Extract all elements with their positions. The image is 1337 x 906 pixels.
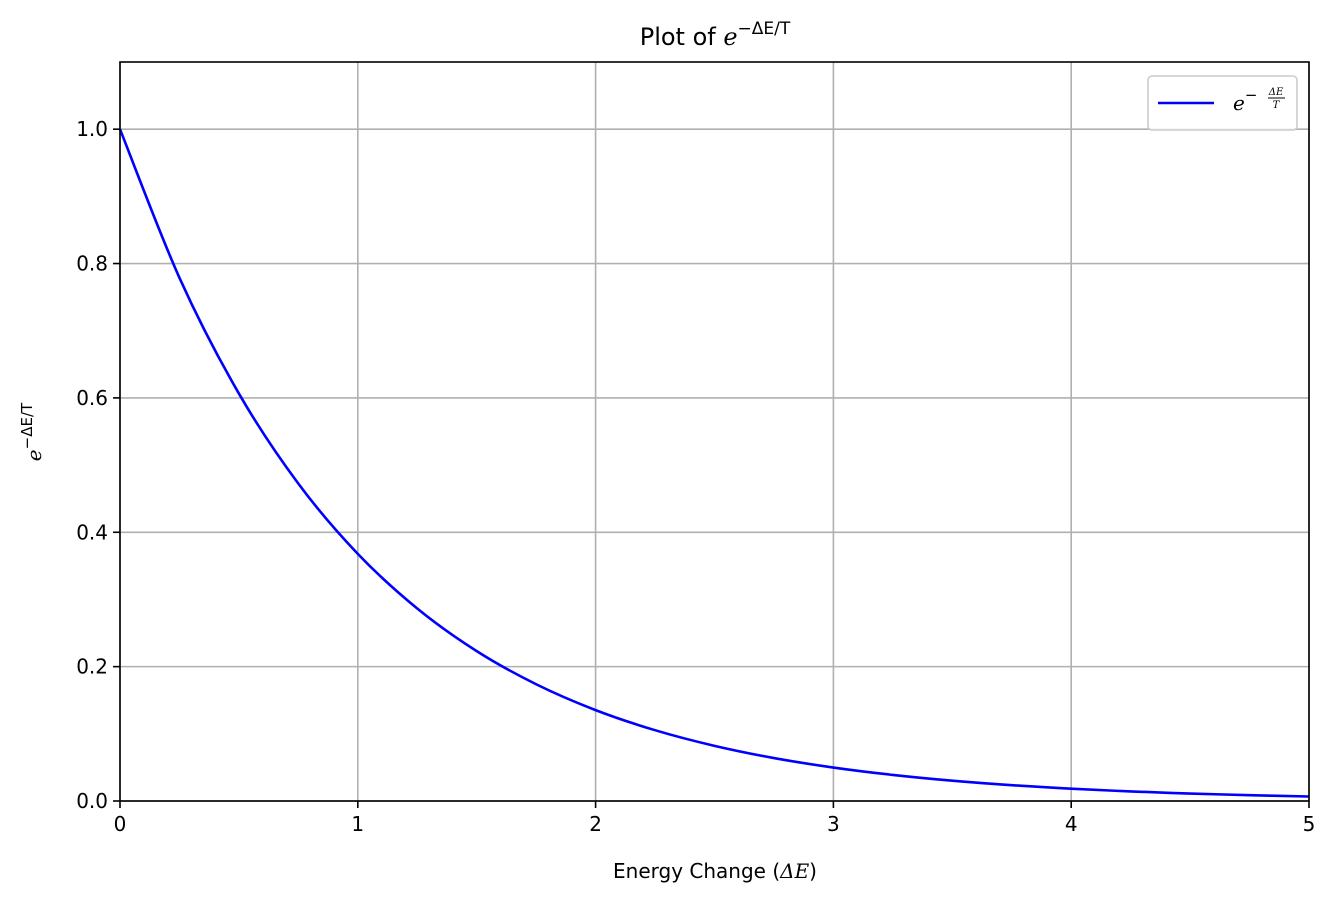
chart-title: Plot of e−ΔE/T [640,19,791,51]
series-line [118,128,1310,798]
x-axis-label-prefix: Energy Change ( [613,859,780,883]
chart-title-exponent: −ΔE/T [738,19,791,39]
legend-entry-label: e− [1233,86,1257,115]
y-axis-label: e−ΔE/T [18,402,46,461]
y-tick-label: 0.4 [76,520,108,544]
y-tick-label: 0.2 [76,655,108,679]
y-tick-label: 0.8 [76,252,108,276]
grid-lines [119,62,1310,802]
x-axis-label-suffix: ) [809,859,817,883]
x-tick-label: 2 [589,812,602,836]
x-tick-label: 1 [351,812,364,836]
x-axis-label: Energy Change (ΔE) [613,859,817,883]
chart-title-base: e [723,23,737,51]
x-tick-label: 3 [827,812,840,836]
legend-box [1147,75,1298,131]
x-tick-label: 4 [1065,812,1078,836]
y-tick-label: 0.6 [76,386,108,410]
x-tick-label: 5 [1303,812,1316,836]
y-axis-label-base: e [22,449,46,461]
y-axis-label-exponent: −ΔE/T [18,402,36,449]
legend: e− ΔE T [1147,75,1298,131]
y-tick-label: 0.0 [76,789,108,813]
y-tick-label: 1.0 [76,117,108,141]
legend-entry-exponent-prefix: − [1245,86,1258,104]
legend-entry-denominator: T [1273,100,1281,111]
legend-entry-numerator: ΔE [1268,87,1284,98]
x-axis-label-symbol: ΔE [779,859,809,883]
axis-ticks: 0 1 2 3 4 5 0.0 0.2 0.4 0.6 0.8 1.0 [76,117,1315,836]
chart-title-prefix: Plot of [640,23,724,51]
x-tick-label: 0 [114,812,127,836]
plot-frame [119,61,1310,802]
legend-entry-base: e [1233,91,1245,115]
